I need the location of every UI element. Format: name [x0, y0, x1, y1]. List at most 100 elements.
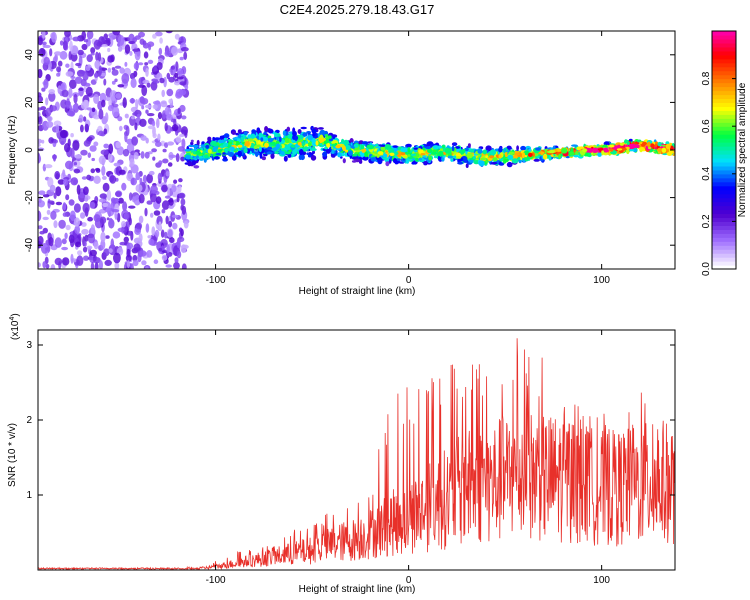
- noise-blob: [38, 152, 41, 163]
- signal-blob: [269, 141, 277, 145]
- noise-blob: [164, 231, 168, 239]
- noise-blob: [157, 133, 161, 141]
- noise-blob: [122, 97, 127, 109]
- signal-blob: [307, 134, 313, 141]
- colorbar-segment: [712, 31, 736, 36]
- noise-blob: [93, 214, 101, 223]
- y-tick-label: 2: [26, 415, 32, 426]
- signal-blob: [299, 149, 304, 155]
- signal-blob: [407, 146, 411, 153]
- noise-blob: [158, 160, 163, 166]
- noise-blob: [90, 262, 95, 269]
- colorbar-segment: [712, 82, 736, 88]
- colorbar-segment: [712, 229, 736, 234]
- signal-blob: [536, 155, 540, 159]
- signal-blob: [198, 155, 203, 159]
- signal-blob: [380, 144, 386, 147]
- noise-blob: [128, 192, 133, 201]
- noise-blob: [89, 201, 96, 209]
- noise-blob: [181, 115, 187, 120]
- noise-blob: [106, 217, 110, 221]
- signal-blob: [223, 137, 228, 141]
- noise-blob: [80, 149, 88, 156]
- noise-blob: [125, 125, 130, 137]
- noise-blob: [125, 254, 132, 262]
- signal-blob: [430, 151, 438, 155]
- noise-blob: [102, 182, 110, 192]
- colorbar-segment: [712, 197, 736, 203]
- noise-blob: [146, 82, 151, 88]
- noise-blob: [86, 107, 93, 111]
- signal-blob: [325, 138, 330, 144]
- noise-blob: [80, 124, 84, 133]
- signal-blob: [328, 135, 332, 140]
- noise-blob: [174, 257, 179, 264]
- noise-blob: [61, 257, 70, 266]
- signal-blob: [361, 148, 367, 153]
- noise-blob: [148, 170, 155, 176]
- noise-blob: [141, 260, 147, 266]
- y-tick-label: 3: [26, 340, 32, 351]
- noise-blob: [139, 250, 147, 257]
- noise-blob: [144, 104, 152, 109]
- signal-blob: [360, 153, 365, 157]
- noise-blob: [93, 241, 99, 250]
- noise-blob: [73, 217, 81, 227]
- noise-blob: [64, 143, 71, 153]
- signal-blob: [284, 151, 291, 155]
- noise-blob: [180, 244, 187, 254]
- signal-blob: [360, 145, 365, 150]
- signal-blob: [292, 127, 296, 134]
- noise-blob: [109, 175, 117, 184]
- noise-blob: [151, 120, 156, 127]
- signal-blob: [558, 153, 561, 160]
- noise-blob: [166, 141, 175, 146]
- noise-blob: [63, 178, 69, 186]
- noise-blob: [81, 228, 89, 235]
- noise-blob: [86, 174, 92, 181]
- signal-blob: [244, 141, 250, 147]
- noise-blob: [183, 220, 189, 229]
- noise-blob: [111, 103, 119, 108]
- noise-blob: [157, 172, 163, 182]
- signal-blob: [469, 149, 475, 153]
- noise-blob: [148, 238, 155, 246]
- signal-blob: [256, 127, 261, 133]
- signal-blob: [506, 145, 512, 150]
- noise-blob: [135, 222, 143, 230]
- signal-blob: [632, 148, 638, 153]
- noise-blob: [62, 212, 68, 217]
- signal-blob: [388, 148, 395, 154]
- noise-blob: [68, 87, 73, 99]
- noise-blob: [179, 81, 187, 86]
- signal-blob: [297, 129, 302, 134]
- noise-blob: [181, 126, 188, 136]
- colorbar-segment: [712, 217, 736, 222]
- signal-blob: [548, 149, 556, 154]
- noise-blob: [148, 43, 152, 51]
- noise-blob: [164, 50, 171, 57]
- noise-blob: [70, 253, 74, 264]
- snr-y-ticks: 1 2 3: [26, 340, 675, 501]
- noise-blob: [74, 225, 80, 235]
- signal-blob: [237, 129, 242, 134]
- noise-blob: [146, 200, 153, 205]
- noise-blob: [180, 47, 189, 52]
- noise-blob: [54, 257, 63, 266]
- signal-blob: [287, 153, 292, 158]
- noise-blob: [171, 46, 179, 56]
- signal-blob: [626, 141, 630, 146]
- noise-blob: [108, 248, 113, 253]
- noise-blob: [73, 203, 81, 213]
- signal-blob: [400, 147, 408, 153]
- signal-blob: [440, 148, 443, 152]
- noise-blob: [173, 262, 180, 269]
- signal-blob: [229, 146, 235, 151]
- signal-blob: [188, 144, 195, 148]
- noise-blob: [167, 162, 173, 167]
- noise-blob: [47, 116, 53, 122]
- signal-blob: [411, 153, 416, 157]
- colorbar-segment: [712, 98, 736, 103]
- colorbar-segment: [712, 134, 736, 139]
- noise-blob: [95, 51, 99, 61]
